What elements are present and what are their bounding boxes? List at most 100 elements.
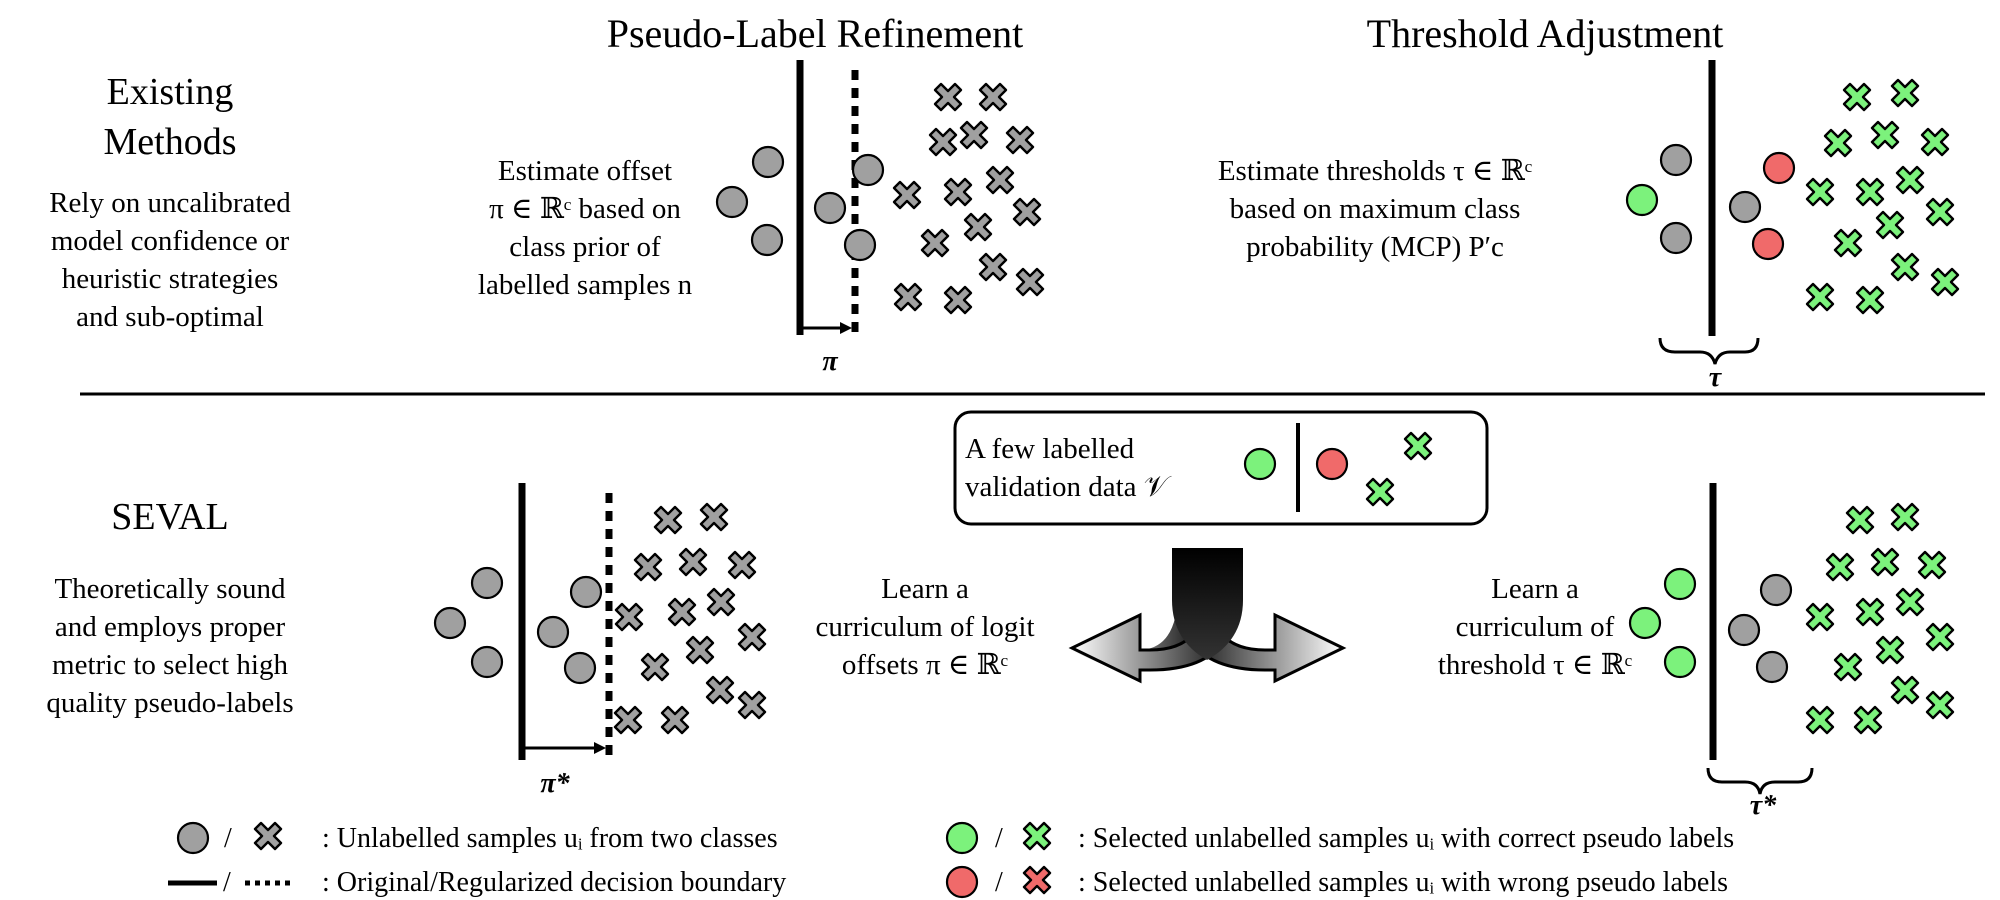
- green-cross-sample: [1925, 690, 1955, 720]
- gray-cross-sample: [933, 82, 963, 112]
- existing-desc-line: model confidence or: [50, 225, 290, 257]
- gray-circle-sample: [563, 651, 597, 685]
- green-circle-sample: [1663, 567, 1697, 601]
- threshold-curr-line: curriculum of: [1455, 611, 1615, 643]
- gray-cross-sample: [943, 285, 973, 315]
- green-cross-sample: [1823, 128, 1853, 158]
- gray-circle-sample: [1659, 143, 1693, 177]
- gray-circle-sample: [569, 575, 603, 609]
- green-cross-sample: [1833, 652, 1863, 682]
- gray-cross-sample: [699, 502, 729, 532]
- validation-box: [953, 410, 1489, 526]
- legend-sep-unlabelled: /: [224, 823, 232, 854]
- green-cross-sample: [1853, 705, 1883, 735]
- offset-text-line: labelled samples n: [477, 269, 693, 301]
- green-cross-sample: [1890, 675, 1920, 705]
- threshold-text-line: Estimate thresholds τ ∈ ℝᶜ: [1217, 155, 1533, 187]
- gray-circle-sample: [715, 185, 749, 219]
- legend-boundary-text: : Original/Regularized decision boundary: [322, 867, 787, 898]
- logit-text-line: offsets π ∈ ℝᶜ: [841, 649, 1009, 681]
- gray-cross-sample: [613, 705, 643, 735]
- validation-text: A few labelled validation data 𝒱: [965, 430, 1225, 506]
- green-cross-sample: [1875, 210, 1905, 240]
- validation-text-line: validation data 𝒱: [965, 471, 1168, 503]
- gray-cross-sample: [985, 165, 1015, 195]
- gray-cross-sample: [978, 252, 1008, 282]
- green-cross-sample: [1805, 282, 1835, 312]
- existing-methods-title-line1: Existing: [106, 71, 234, 113]
- seval-desc-line: and employs proper: [54, 611, 286, 643]
- gray-cross-sample: [959, 120, 989, 150]
- gray-cross-sample: [978, 82, 1008, 112]
- red-circle-sample: [1751, 227, 1785, 261]
- green-cross-sample: [1805, 177, 1835, 207]
- legend-correct-text: : Selected unlabelled samples uᵢ with co…: [1078, 823, 1735, 854]
- pi-label: π: [822, 346, 838, 377]
- threshold-text-line: probability (MCP) P′c: [1246, 231, 1504, 263]
- gray-cross-sample: [640, 652, 670, 682]
- seval-desc-line: quality pseudo-labels: [46, 687, 294, 719]
- threshold-curr-line: Learn a: [1491, 573, 1579, 605]
- gray-cross-sample: [963, 212, 993, 242]
- gray-circle-sample: [751, 145, 785, 179]
- green-cross-sample: [1855, 177, 1885, 207]
- green-cross-sample: [1895, 587, 1925, 617]
- legend-unlabelled-text: : Unlabelled samples uᵢ from two classes: [322, 823, 778, 854]
- gray-cross-sample: [920, 228, 950, 258]
- green-cross-sample: [1842, 82, 1872, 112]
- gray-circle-sample: [813, 191, 847, 225]
- green-circle-sample: [1625, 183, 1659, 217]
- gray-cross-sample: [660, 705, 690, 735]
- gray-circle-sample: [470, 645, 504, 679]
- header-threshold-adjustment: Threshold Adjustment: [1366, 11, 1724, 56]
- offset-text-line: π ∈ ℝᶜ based on: [489, 193, 681, 225]
- gray-cross-sample: [1015, 267, 1045, 297]
- green-cross-sample: [1855, 597, 1885, 627]
- green-cross-sample: [1805, 705, 1835, 735]
- logit-text-line: Learn a: [881, 573, 969, 605]
- tau-star-brace: [1706, 767, 1814, 795]
- existing-desc-line: heuristic strategies: [61, 263, 279, 295]
- legend-green-cross: [1022, 821, 1052, 851]
- gray-circle-sample: [1759, 573, 1793, 607]
- green-circle-sample: [1663, 645, 1697, 679]
- gray-circle-sample: [851, 153, 885, 187]
- gray-circle-sample: [433, 606, 467, 640]
- green-cross-sample: [1825, 552, 1855, 582]
- legend-sep-wrong: /: [995, 867, 1003, 898]
- seval-desc-line: metric to select high: [52, 649, 288, 681]
- gray-circle-sample: [536, 615, 570, 649]
- threshold-curriculum-text: Learn a curriculum of threshold τ ∈ ℝᶜ: [1420, 570, 1650, 684]
- gray-cross-sample: [737, 622, 767, 652]
- gray-cross-sample: [706, 587, 736, 617]
- offset-estimate-text: Estimate offset π ∈ ℝᶜ based on class pr…: [440, 152, 730, 304]
- legend-gray-circle: [176, 821, 210, 855]
- green-cross-sample: [1930, 267, 1960, 297]
- legend-sep-correct: /: [995, 823, 1003, 854]
- gray-cross-sample: [893, 282, 923, 312]
- green-cross-sample: [1917, 550, 1947, 580]
- validation-text-line: A few labelled: [965, 433, 1135, 465]
- gray-cross-sample: [678, 547, 708, 577]
- legend-green-circle: [945, 821, 979, 855]
- gray-cross-sample: [1012, 197, 1042, 227]
- green-cross-sample: [1925, 622, 1955, 652]
- green-cross-sample: [1365, 477, 1395, 507]
- green-cross-sample: [1870, 120, 1900, 150]
- green-cross-sample: [1845, 505, 1875, 535]
- gray-circle-sample: [750, 223, 784, 257]
- gray-circle-sample: [1728, 190, 1762, 224]
- green-cross-sample: [1403, 431, 1433, 461]
- legend-red-cross: [1022, 865, 1052, 895]
- legend-sep-boundary: /: [223, 867, 231, 898]
- threshold-curr-line: threshold τ ∈ ℝᶜ: [1437, 649, 1633, 681]
- gray-cross-sample: [892, 180, 922, 210]
- legend-red-circle: [945, 865, 979, 899]
- gray-circle-sample: [1727, 613, 1761, 647]
- existing-desc-line: and sub-optimal: [76, 301, 264, 333]
- offset-text-line: Estimate offset: [497, 155, 673, 187]
- green-cross-sample: [1855, 285, 1885, 315]
- gray-cross-sample: [943, 177, 973, 207]
- green-cross-sample: [1895, 165, 1925, 195]
